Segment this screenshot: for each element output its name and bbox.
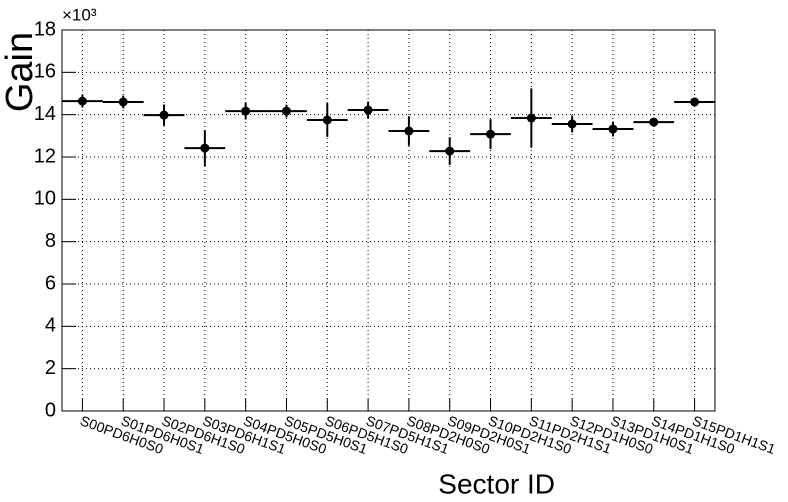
data-point	[649, 117, 659, 127]
data-point	[608, 124, 618, 134]
data-point	[281, 106, 291, 116]
data-point	[567, 119, 577, 129]
data-point	[486, 129, 496, 139]
y-tick-label: 0	[45, 399, 56, 421]
y-tick-label: 10	[34, 188, 56, 210]
y-axis-label: Gain	[0, 32, 41, 112]
data-point	[200, 143, 210, 153]
y-tick-label: 4	[45, 315, 56, 337]
data-point	[526, 113, 536, 123]
data-point	[322, 115, 332, 125]
data-point	[445, 146, 455, 156]
y-tick-label: 14	[34, 103, 56, 125]
y-tick-label: 18	[34, 18, 56, 40]
y-tick-label: 12	[34, 145, 56, 167]
y-tick-label: 8	[45, 230, 56, 252]
x-axis-label: Sector ID	[438, 468, 555, 499]
data-point	[118, 97, 128, 107]
data-point	[363, 105, 373, 115]
data-point	[241, 106, 251, 116]
y-multiplier: ×10³	[62, 5, 97, 24]
plot-frame	[61, 29, 716, 412]
data-point	[404, 126, 414, 136]
y-tick-label: 16	[34, 61, 56, 83]
data-point	[77, 96, 87, 106]
data-point	[159, 110, 169, 120]
y-tick-label: 6	[45, 272, 56, 294]
y-tick-label: 2	[45, 357, 56, 379]
data-point	[690, 97, 700, 107]
